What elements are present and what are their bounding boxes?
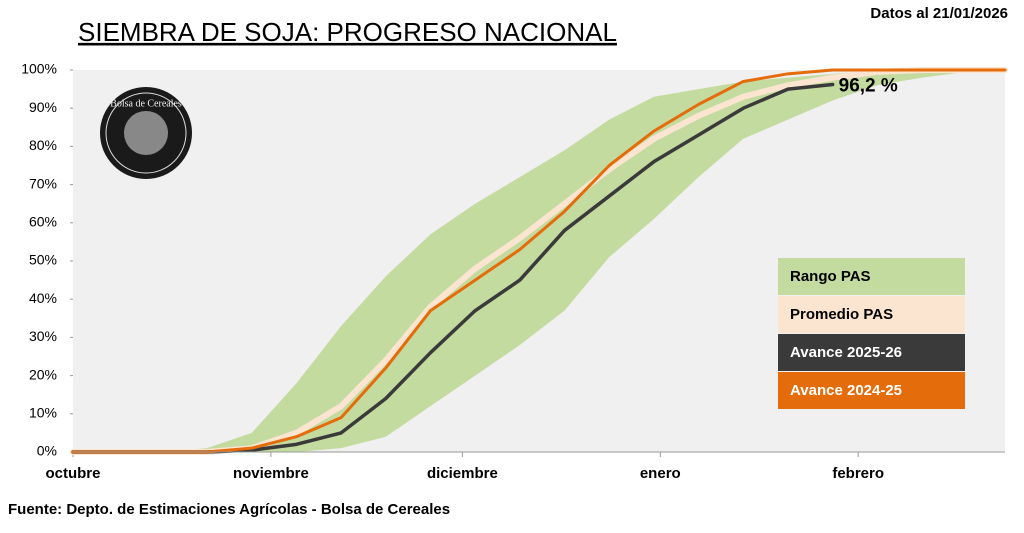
data-label: 96,2 % bbox=[839, 76, 898, 97]
x-tick-label: noviembre bbox=[233, 465, 309, 482]
logo-text: Bolsa de Cereales bbox=[110, 98, 182, 109]
y-tick-label: 20% bbox=[29, 366, 57, 382]
y-tick-label: 50% bbox=[29, 252, 57, 268]
chart-title: SIEMBRA DE SOJA: PROGRESO NACIONAL bbox=[78, 17, 617, 47]
legend-label: Avance 2025-26 bbox=[790, 344, 902, 361]
line bbox=[71, 68, 1007, 454]
x-tick-label: febrero bbox=[832, 465, 884, 482]
y-tick-label: 10% bbox=[29, 405, 57, 421]
legend-label: Avance 2024-25 bbox=[790, 382, 902, 399]
y-tick-label: 100% bbox=[21, 61, 57, 77]
y-tick-label: 80% bbox=[29, 137, 57, 153]
legend-label: Rango PAS bbox=[790, 268, 871, 285]
legend-swatch bbox=[778, 334, 965, 371]
y-tick-label: 30% bbox=[29, 328, 57, 344]
logo-ring bbox=[105, 92, 187, 174]
y-tick-label: 60% bbox=[29, 214, 57, 230]
chart-subtitle: Datos al 21/01/2026 bbox=[870, 5, 1008, 22]
y-tick-label: 70% bbox=[29, 175, 57, 191]
legend-swatch bbox=[778, 372, 965, 409]
x-tick-label: octubre bbox=[45, 465, 100, 482]
source: Fuente: Depto. de Estimaciones Agrícolas… bbox=[8, 501, 450, 518]
x-tick-label: enero bbox=[640, 465, 681, 482]
x-tick-label: diciembre bbox=[427, 465, 498, 482]
legend-swatch bbox=[778, 296, 965, 333]
legend-label: Promedio PAS bbox=[790, 306, 893, 323]
y-tick-label: 0% bbox=[37, 443, 57, 459]
logo-center bbox=[124, 111, 168, 155]
legend-swatch bbox=[778, 258, 965, 295]
y-tick-label: 90% bbox=[29, 99, 57, 115]
y-tick-label: 40% bbox=[29, 290, 57, 306]
